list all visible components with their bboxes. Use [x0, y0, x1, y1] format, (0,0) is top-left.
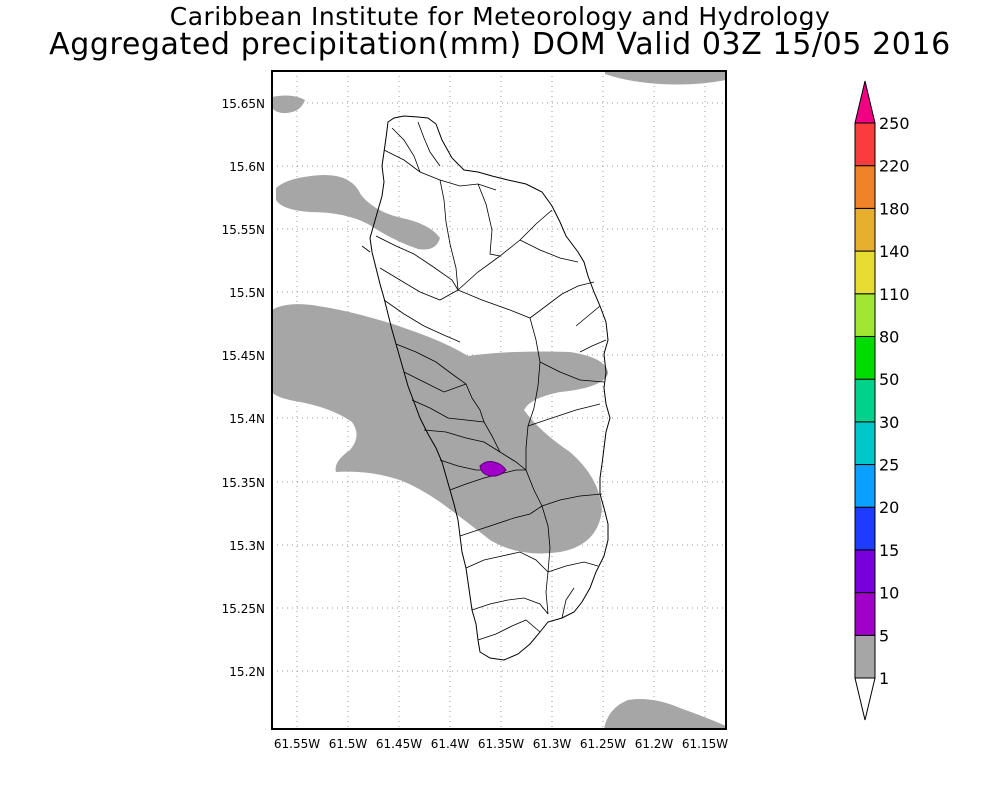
colorbar-swatch	[854, 250, 876, 295]
river-network	[361, 121, 607, 641]
lat-tick-label: 15.45N	[222, 349, 265, 363]
lon-tick-label: 61.2W	[635, 737, 674, 751]
colorbar-label: 30	[879, 413, 899, 432]
precip-area-bottom-right	[604, 699, 726, 729]
colorbar-label: 180	[879, 199, 910, 218]
lat-tick-label: 15.55N	[222, 223, 265, 237]
colorbar-label: 110	[879, 285, 910, 304]
lon-tick-label: 61.45W	[376, 737, 422, 751]
lat-tick-label: 15.5N	[229, 286, 265, 300]
precip-area-top-left	[272, 95, 305, 114]
colorbar-label: 20	[879, 498, 899, 517]
lat-tick-label: 15.65N	[222, 97, 265, 111]
colorbar-label: 1	[879, 669, 889, 688]
colorbar-swatch	[854, 549, 876, 594]
lat-tick-label: 15.35N	[222, 476, 265, 490]
colorbar-swatch	[854, 464, 876, 508]
lon-tick-label: 61.55W	[274, 737, 320, 751]
colorbar-swatch	[854, 592, 876, 636]
precip-area-central-band	[272, 304, 608, 554]
precip-area-5-10mm	[479, 461, 507, 477]
colorbar-label: 50	[879, 370, 899, 389]
lat-tick-label: 15.6N	[229, 160, 265, 174]
colorbar-swatch	[854, 421, 876, 466]
institute-title: Caribbean Institute for Meteorology and …	[169, 2, 831, 31]
colorbar-label: 10	[879, 584, 899, 603]
lat-tick-label: 15.2N	[229, 665, 265, 679]
colorbar-over-arrow	[854, 80, 876, 124]
lon-tick-label: 61.4W	[431, 737, 470, 751]
lon-tick-label: 61.25W	[580, 737, 626, 751]
longitude-axis: 61.55W 61.5W 61.45W 61.4W 61.35W 61.3W 6…	[274, 737, 728, 751]
colorbar-label: 220	[879, 157, 910, 176]
colorbar-swatch	[854, 122, 876, 167]
colorbar-label: 15	[879, 541, 899, 560]
lat-tick-label: 15.4N	[229, 412, 265, 426]
lon-tick-label: 61.15W	[682, 737, 728, 751]
lon-tick-label: 61.3W	[533, 737, 572, 751]
precip-area-northwest	[276, 174, 440, 250]
colorbar-under-arrow	[854, 677, 876, 721]
map-frame	[271, 70, 727, 730]
colorbar-swatch	[854, 506, 876, 551]
colorbar-swatch	[854, 378, 876, 423]
lat-tick-label: 15.3N	[229, 539, 265, 553]
colorbar-label: 25	[879, 456, 899, 475]
colorbar-label: 5	[879, 626, 889, 645]
colorbar-label: 140	[879, 242, 910, 261]
colorbar-swatch	[854, 335, 876, 380]
colorbar-swatch	[854, 165, 876, 209]
colorbar-swatch	[854, 634, 876, 679]
product-title: Aggregated precipitation(mm) DOM Valid 0…	[49, 27, 951, 62]
precip-area-top-right	[605, 71, 726, 85]
colorbar-swatch	[854, 207, 876, 252]
lon-tick-label: 61.5W	[329, 737, 368, 751]
lon-tick-label: 61.35W	[478, 737, 524, 751]
colorbar-swatch	[854, 293, 876, 337]
colorbar-label: 250	[879, 114, 910, 133]
lat-tick-label: 15.25N	[222, 602, 265, 616]
latitude-axis: 15.65N 15.6N 15.55N 15.5N 15.45N 15.4N 1…	[222, 97, 265, 679]
colorbar-label: 80	[879, 327, 899, 346]
